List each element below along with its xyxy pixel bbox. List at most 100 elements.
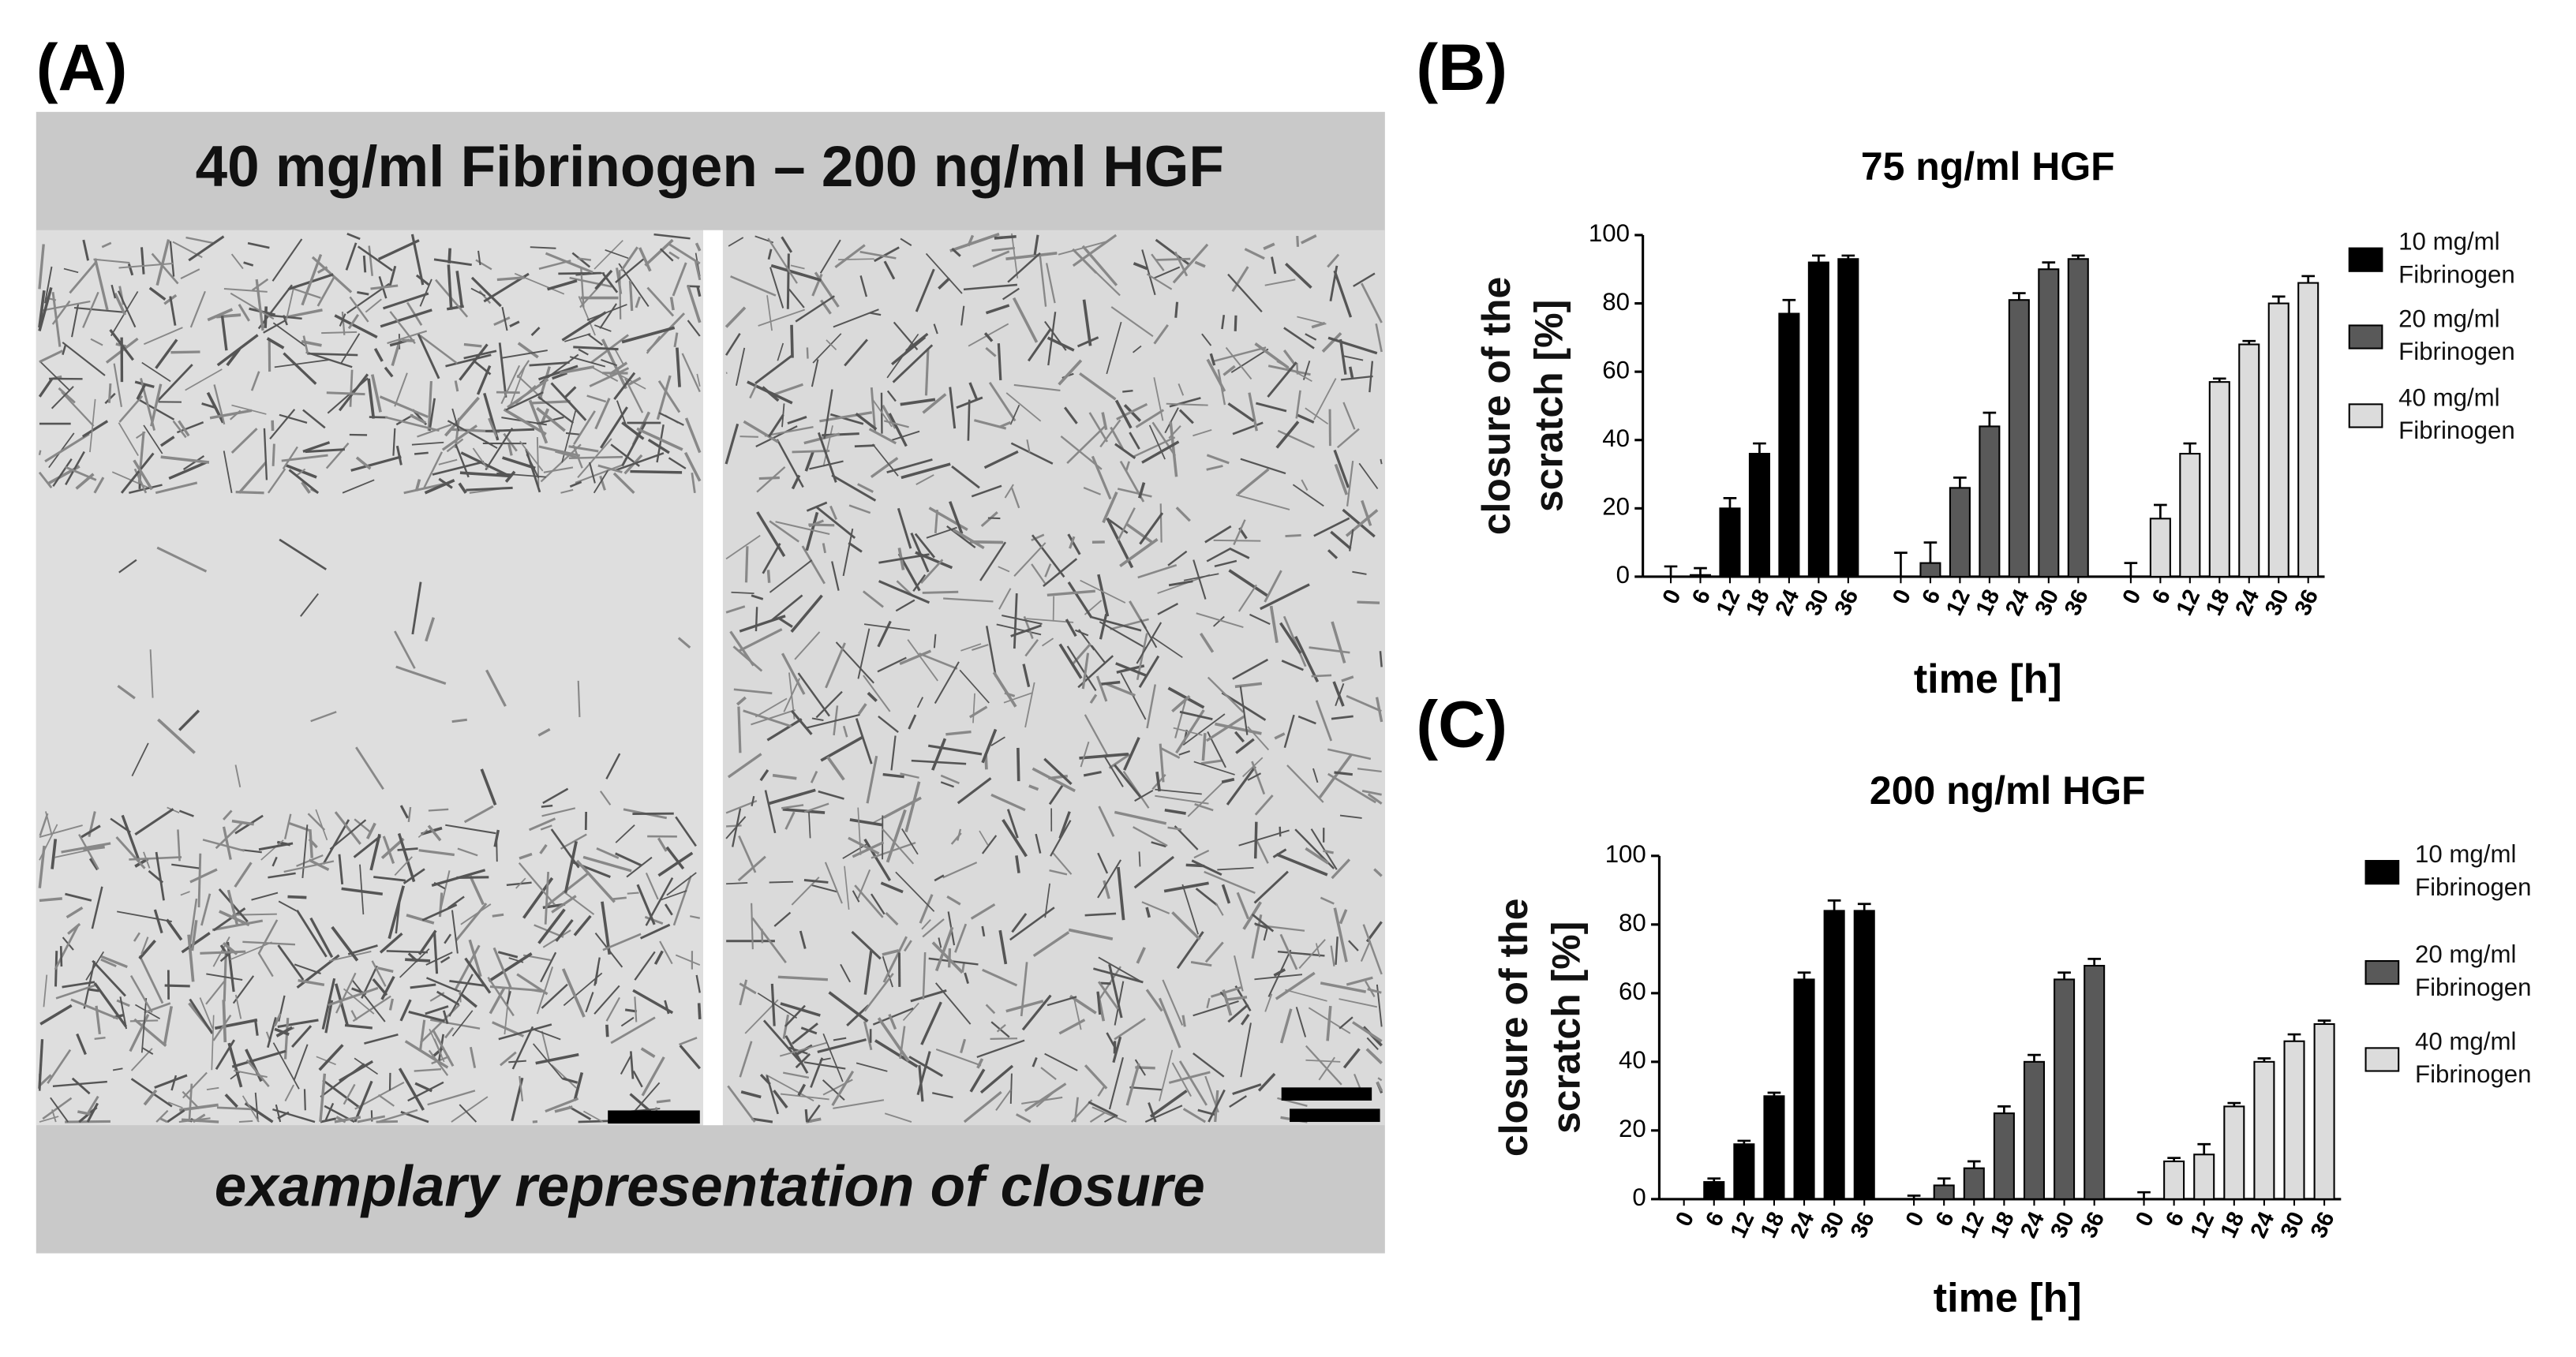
cell	[1058, 643, 1083, 679]
cell	[1153, 377, 1164, 421]
cell	[1236, 892, 1250, 920]
cell	[769, 594, 803, 622]
cell	[1341, 675, 1354, 682]
cell	[1069, 536, 1076, 549]
cell	[1222, 364, 1236, 376]
cell	[1098, 956, 1142, 983]
cell	[1200, 759, 1223, 765]
cell	[172, 420, 187, 439]
cell	[942, 862, 978, 879]
cell	[578, 348, 589, 356]
cell	[238, 303, 250, 322]
cell	[725, 534, 761, 560]
cell	[272, 322, 306, 347]
cell	[52, 458, 73, 487]
cell	[150, 383, 163, 427]
cell	[934, 874, 945, 882]
cell	[134, 808, 174, 836]
cell	[1234, 315, 1237, 331]
cell	[380, 837, 405, 860]
cell	[51, 300, 71, 325]
cell	[1098, 806, 1115, 837]
cell	[1310, 828, 1338, 870]
cell	[530, 246, 556, 249]
cell	[62, 981, 95, 989]
cell	[94, 1037, 106, 1041]
cell	[87, 1095, 99, 1113]
cell	[419, 335, 459, 364]
cell	[1043, 757, 1073, 786]
cell	[676, 347, 681, 387]
cell	[954, 923, 968, 953]
cell	[91, 886, 103, 929]
cell	[109, 329, 134, 361]
cell	[454, 380, 459, 392]
cell	[334, 811, 361, 845]
cell	[976, 1058, 984, 1069]
cell	[1277, 950, 1325, 957]
cell	[455, 271, 464, 308]
bar	[2208, 381, 2230, 578]
cell	[445, 353, 492, 368]
cell	[140, 997, 148, 1053]
cell	[920, 1001, 942, 1045]
cell	[199, 997, 214, 1030]
cell	[1148, 424, 1166, 460]
cell	[668, 457, 687, 469]
cell	[148, 286, 167, 301]
cell	[394, 630, 416, 669]
cell	[1342, 402, 1356, 430]
cell	[950, 832, 962, 845]
cell	[230, 1071, 242, 1080]
cell	[825, 642, 846, 689]
cell	[1269, 605, 1279, 644]
cell	[427, 824, 442, 842]
cell	[626, 856, 653, 878]
cell	[1330, 530, 1352, 550]
cell	[1183, 573, 1219, 581]
cell	[952, 528, 985, 550]
cell	[1135, 409, 1165, 428]
cell	[428, 808, 449, 812]
cell	[1032, 1056, 1038, 1067]
cell	[62, 342, 106, 376]
cell	[854, 884, 884, 918]
cell	[573, 346, 619, 351]
cell	[781, 236, 793, 253]
x-tick-label: 0	[1658, 585, 1687, 607]
cell	[870, 387, 877, 432]
cell	[1196, 612, 1244, 629]
cell	[1046, 263, 1056, 304]
cell	[863, 950, 873, 995]
cell	[1103, 755, 1124, 787]
cell	[1084, 714, 1109, 757]
x-tick-label: 24	[2246, 1208, 2280, 1243]
cell	[983, 332, 994, 342]
cell	[1075, 629, 1089, 637]
cell	[238, 1120, 253, 1123]
cell	[316, 266, 328, 274]
cell	[900, 828, 919, 855]
cell	[620, 1055, 632, 1075]
error-bar	[2027, 1053, 2041, 1062]
cell	[1277, 429, 1315, 449]
cell	[982, 968, 1018, 987]
cell	[279, 538, 327, 570]
cell	[131, 742, 149, 777]
cell	[762, 543, 781, 574]
cell	[914, 533, 936, 559]
cell	[1155, 257, 1191, 261]
cell	[445, 824, 496, 835]
cell	[543, 466, 574, 473]
cell	[1315, 700, 1333, 742]
cell	[900, 237, 912, 246]
cell	[305, 448, 346, 454]
cell	[1297, 715, 1316, 725]
cell	[388, 998, 394, 1011]
cell	[697, 1003, 702, 1019]
cell	[170, 1075, 178, 1091]
cell	[384, 366, 394, 378]
cell	[1011, 488, 1020, 509]
bar	[1823, 910, 1845, 1200]
cell	[1136, 622, 1163, 664]
